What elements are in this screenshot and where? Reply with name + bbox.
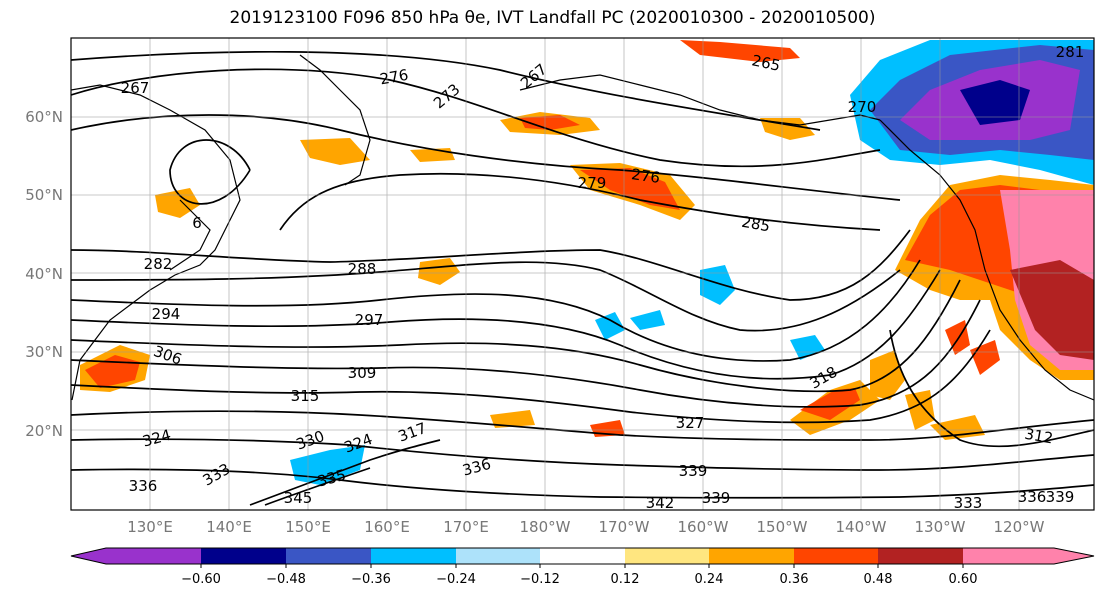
contour-label: 330 xyxy=(294,427,327,454)
coastline-alaska xyxy=(519,74,881,126)
lon-label: 170°E xyxy=(443,518,489,536)
colorbar-tick-label: −0.24 xyxy=(436,572,476,587)
lon-label: 140°W xyxy=(836,518,887,536)
lat-label: 20°N xyxy=(25,422,63,440)
contour-label: 267 xyxy=(121,79,150,97)
contour-label: 342 xyxy=(646,494,675,512)
colorbar-tick-label: 0.12 xyxy=(611,572,640,587)
map-title: 2019123100 F096 850 hPa θe, IVT Landfall… xyxy=(229,8,876,28)
lon-label: 140°E xyxy=(206,518,252,536)
colorbar-segment xyxy=(540,548,625,564)
contour-label: 285 xyxy=(740,213,771,236)
contour-label: 339 xyxy=(702,489,731,507)
contour-label: 276 xyxy=(378,66,409,89)
map-frame xyxy=(70,37,1095,511)
theta-e-contours xyxy=(71,50,1094,506)
gridlines xyxy=(71,38,1094,510)
colorbar-segment xyxy=(963,548,1094,564)
contour-label: 312 xyxy=(1023,425,1054,448)
colorbar-tick-label: −0.12 xyxy=(520,572,560,587)
lat-label: 50°N xyxy=(25,186,63,204)
contour-label: 333 xyxy=(200,460,234,490)
coastline-kamchatka xyxy=(299,54,371,186)
lat-label: 30°N xyxy=(25,343,63,361)
colorbar-outline xyxy=(70,547,1095,565)
contour-label: 281 xyxy=(1056,43,1085,61)
colorbar-tick-label: −0.48 xyxy=(266,572,306,587)
longitude-labels: 130°E 140°E 150°E 160°E 170°E 180°W 170°… xyxy=(127,518,1044,536)
lon-label: 130°W xyxy=(915,518,966,536)
contour-label: 336 xyxy=(461,455,493,480)
contour-label: 288 xyxy=(348,260,377,278)
colorbar-ticks: −0.60 −0.48 −0.36 −0.24 −0.12 0.12 0.24 0.36 0.4… xyxy=(181,564,977,587)
lat-label: 40°N xyxy=(25,265,63,283)
colorbar-segment xyxy=(709,548,794,564)
contour-label: 276 xyxy=(630,165,661,187)
colorbar-segment xyxy=(286,548,371,564)
contour-label: 267 xyxy=(517,60,551,92)
contour-label: 309 xyxy=(348,364,377,382)
contour-label: 317 xyxy=(396,419,429,446)
contour-label: 306 xyxy=(151,342,184,369)
coastline-japan xyxy=(169,199,211,271)
contour-label: 324 xyxy=(342,430,375,457)
contour-label: 318 xyxy=(807,363,841,393)
colorbar-segment xyxy=(625,548,709,564)
lat-label: 60°N xyxy=(25,108,63,126)
lon-label: 150°E xyxy=(285,518,331,536)
contour-label: 282 xyxy=(144,255,173,273)
contour-label: 345 xyxy=(284,489,313,507)
pc-shading-layer xyxy=(80,40,1094,485)
lon-label: 150°W xyxy=(757,518,808,536)
contour-label: 270 xyxy=(848,98,877,116)
contour-label: 327 xyxy=(676,414,705,432)
coastline-asia xyxy=(71,84,241,401)
contour-label: 315 xyxy=(291,387,320,405)
lon-label: 160°W xyxy=(678,518,729,536)
contour-label: 294 xyxy=(152,305,181,323)
contour-label: 339 xyxy=(679,462,708,480)
contour-label: 336 xyxy=(1018,488,1047,506)
contour-label: 279 xyxy=(578,174,607,192)
lon-label: 120°W xyxy=(994,518,1045,536)
colorbar-tick-label: −0.60 xyxy=(181,572,221,587)
contour-labels: 267 276 273 267 265 281 270 6 279 276 28… xyxy=(121,43,1085,512)
colorbar-tick-label: 0.36 xyxy=(780,572,809,587)
contour-label: 297 xyxy=(355,311,384,329)
contour-label: 324 xyxy=(141,426,173,451)
contour-label: 333 xyxy=(954,494,983,512)
coastline-layer xyxy=(71,54,1094,401)
colorbar-segments xyxy=(70,547,1095,565)
colorbar-tick-label: 0.48 xyxy=(864,572,893,587)
lon-label: 180°W xyxy=(520,518,571,536)
contour-label: 6 xyxy=(192,214,202,232)
contour-label: 265 xyxy=(750,51,782,75)
colorbar: −0.60 −0.48 −0.36 −0.24 −0.12 0.12 0.24 0.36 0.4… xyxy=(70,547,1095,587)
colorbar-tick-label: 0.24 xyxy=(695,572,724,587)
latitude-labels: 60°N 50°N 40°N 30°N 20°N xyxy=(25,108,63,440)
coastline-na-west xyxy=(879,119,1094,401)
contour-label: 336 xyxy=(129,477,158,495)
lon-label: 170°W xyxy=(599,518,650,536)
colorbar-segment xyxy=(456,548,540,564)
lon-label: 160°E xyxy=(364,518,410,536)
colorbar-tick-label: −0.36 xyxy=(351,572,391,587)
colorbar-tick-label: 0.60 xyxy=(949,572,978,587)
colorbar-segment xyxy=(371,548,456,564)
contour-label: 339 xyxy=(1046,488,1075,506)
colorbar-segment xyxy=(794,548,878,564)
contour-label: 273 xyxy=(430,80,464,112)
lon-label: 130°E xyxy=(127,518,173,536)
colorbar-segment xyxy=(71,548,201,564)
colorbar-segment xyxy=(878,548,963,564)
colorbar-segment xyxy=(201,548,286,564)
